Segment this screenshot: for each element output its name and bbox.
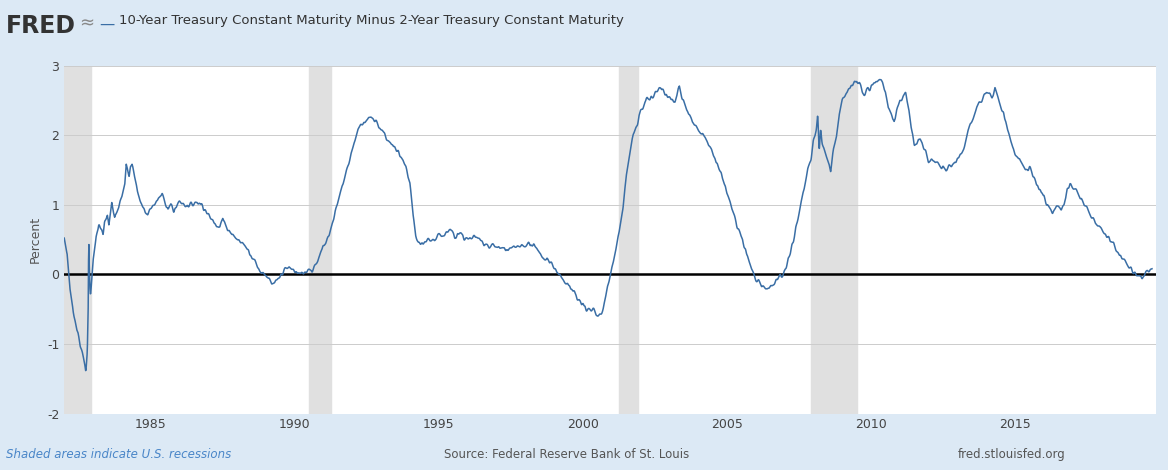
Bar [619, 66, 638, 414]
Y-axis label: Percent: Percent [28, 216, 41, 263]
Text: fred.stlouisfed.org: fred.stlouisfed.org [958, 447, 1065, 461]
Bar [64, 66, 91, 414]
Text: 10-Year Treasury Constant Maturity Minus 2-Year Treasury Constant Maturity: 10-Year Treasury Constant Maturity Minus… [119, 14, 624, 27]
Text: Source: Federal Reserve Bank of St. Louis: Source: Federal Reserve Bank of St. Loui… [444, 447, 689, 461]
Text: —: — [99, 16, 114, 31]
Text: ≈: ≈ [79, 14, 95, 32]
Text: Shaded areas indicate U.S. recessions: Shaded areas indicate U.S. recessions [6, 447, 231, 461]
Bar [310, 66, 331, 414]
Bar [811, 66, 856, 414]
Text: FRED: FRED [6, 14, 76, 38]
